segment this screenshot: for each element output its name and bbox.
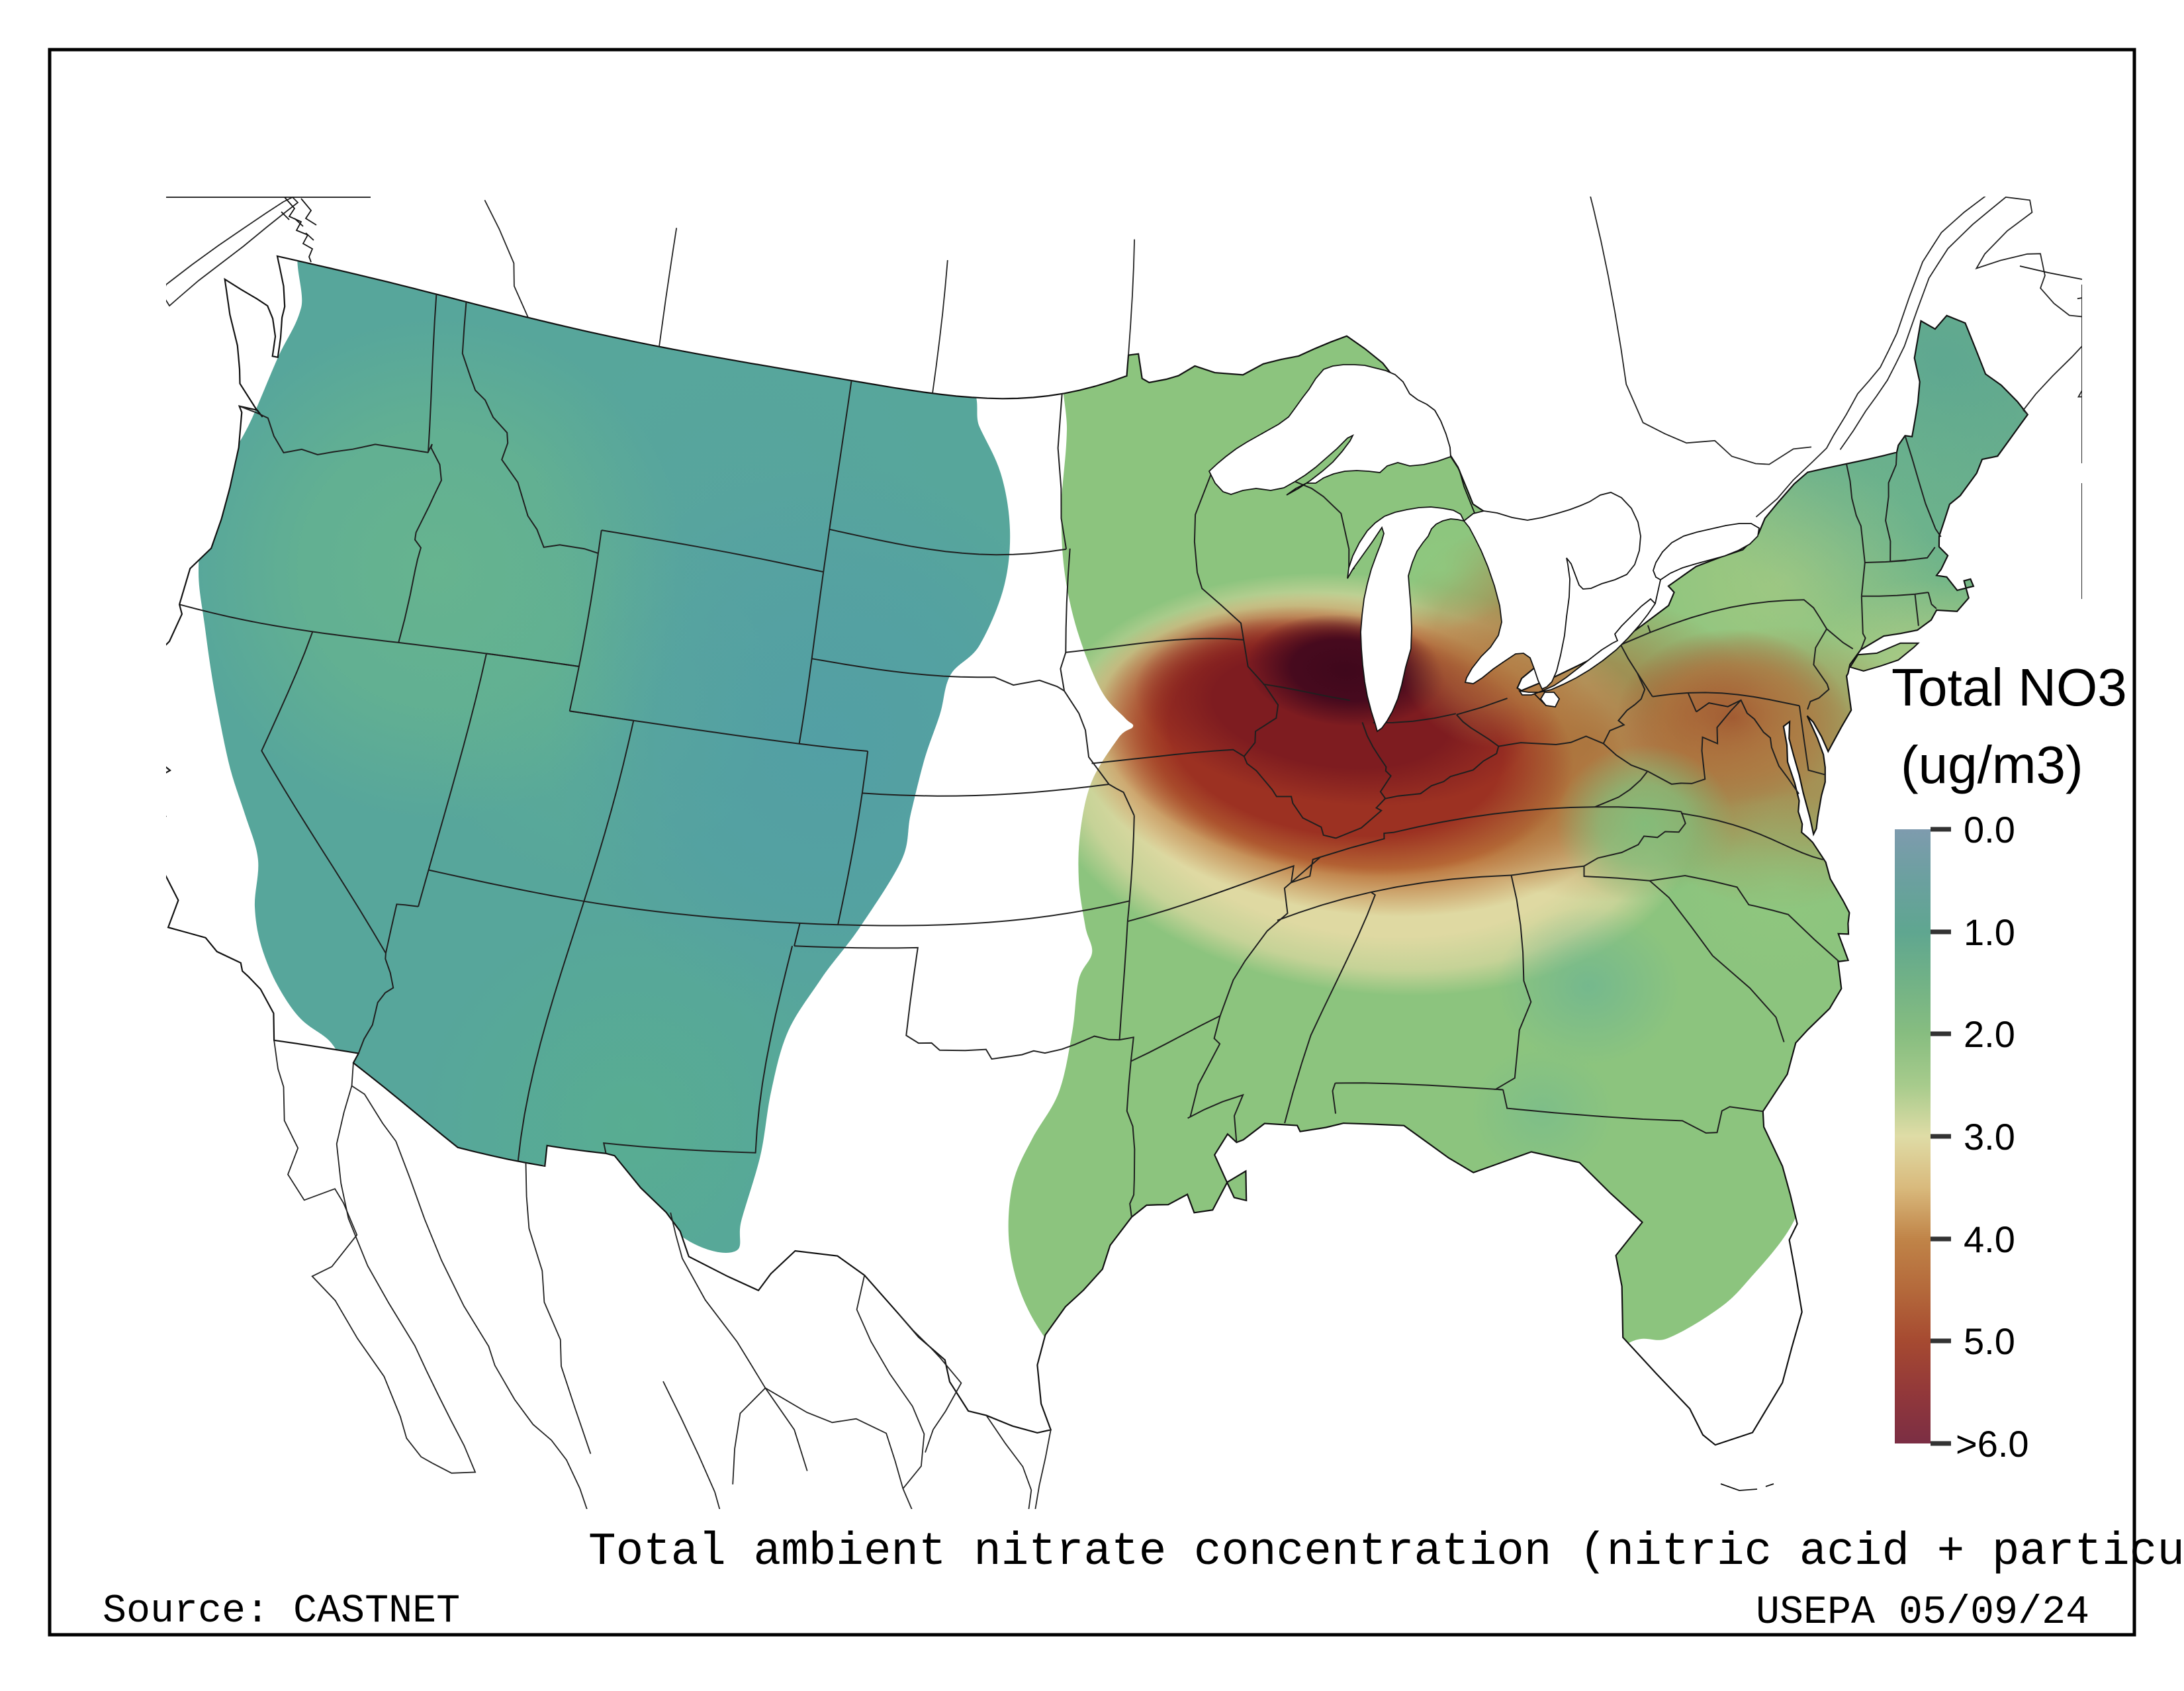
svg-text:2.0: 2.0 bbox=[1964, 1013, 2015, 1055]
svg-text:(ug/m3): (ug/m3) bbox=[1901, 735, 2083, 794]
svg-text:Total ambient nitrate concentr: Total ambient nitrate concentration (nit… bbox=[588, 1526, 2184, 1578]
svg-text:1.0: 1.0 bbox=[1964, 911, 2015, 953]
svg-text:USEPA 05/09/24: USEPA 05/09/24 bbox=[1756, 1590, 2089, 1635]
svg-text:Source: CASTNET: Source: CASTNET bbox=[103, 1589, 460, 1634]
svg-text:3.0: 3.0 bbox=[1964, 1116, 2015, 1158]
svg-text:4.0: 4.0 bbox=[1964, 1218, 2015, 1260]
svg-text:>6.0: >6.0 bbox=[1956, 1423, 2029, 1465]
svg-text:Total NO3: Total NO3 bbox=[1891, 658, 2127, 717]
svg-text:5.0: 5.0 bbox=[1964, 1320, 2015, 1362]
svg-text:0.0: 0.0 bbox=[1964, 809, 2015, 850]
